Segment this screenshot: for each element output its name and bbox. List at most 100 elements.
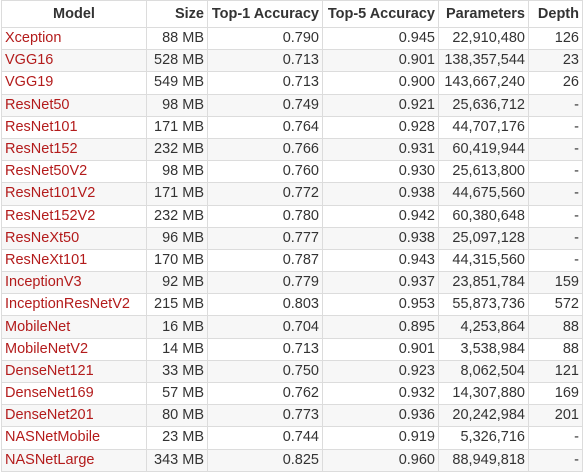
cell-top1-accuracy: 0.779 bbox=[207, 271, 323, 295]
cell-size: 170 MB bbox=[146, 248, 208, 273]
cell-parameters: 25,636,712 bbox=[438, 93, 529, 117]
table-row: Xception 88 MB 0.790 0.945 22,910,480 126 bbox=[1, 26, 583, 51]
cell-depth: 126 bbox=[528, 26, 583, 51]
model-link[interactable]: NASNetLarge bbox=[5, 451, 95, 468]
cell-model-name: DenseNet121 bbox=[1, 359, 147, 384]
table-row: ResNet101V2 171 MB 0.772 0.938 44,675,560- bbox=[1, 182, 583, 206]
model-link[interactable]: VGG16 bbox=[5, 52, 54, 69]
cell-top5-accuracy: 0.938 bbox=[322, 182, 439, 206]
model-link[interactable]: InceptionResNetV2 bbox=[5, 296, 130, 313]
cell-top1-accuracy: 0.777 bbox=[207, 226, 323, 250]
cell-parameters: 88,949,818 bbox=[438, 448, 529, 472]
model-link[interactable]: DenseNet201 bbox=[5, 407, 94, 424]
cell-top5-accuracy: 0.931 bbox=[322, 137, 439, 162]
cell-size: 57 MB bbox=[146, 381, 208, 406]
cell-size: 96 MB bbox=[146, 226, 208, 250]
table-row: DenseNet121 33 MB 0.750 0.923 8,062,504 121 bbox=[1, 359, 583, 384]
cell-model-name: InceptionV3 bbox=[1, 271, 147, 295]
cell-parameters: 25,613,800 bbox=[438, 160, 529, 184]
cell-depth: 23 bbox=[528, 49, 583, 73]
cell-top1-accuracy: 0.760 bbox=[207, 160, 323, 184]
cell-depth: 572 bbox=[528, 293, 583, 317]
model-link[interactable]: ResNet101V2 bbox=[5, 185, 96, 202]
header-depth: Depth bbox=[528, 0, 583, 28]
model-link[interactable]: NASNetMobile bbox=[5, 429, 101, 446]
header-top1-accuracy: Top-1 Accuracy bbox=[207, 0, 323, 28]
cell-top5-accuracy: 0.900 bbox=[322, 71, 439, 95]
cell-top5-accuracy: 0.943 bbox=[322, 248, 439, 273]
table-body: Xception 88 MB 0.790 0.945 22,910,480 126 VGG1… bbox=[1, 26, 583, 472]
cell-depth: 26 bbox=[528, 71, 583, 95]
model-link[interactable]: DenseNet121 bbox=[5, 362, 94, 379]
cell-top5-accuracy: 0.921 bbox=[322, 93, 439, 117]
cell-top5-accuracy: 0.960 bbox=[322, 448, 439, 472]
model-link[interactable]: ResNet152V2 bbox=[5, 207, 96, 224]
model-link[interactable]: ResNeXt50 bbox=[5, 229, 80, 246]
cell-depth: 121 bbox=[528, 359, 583, 384]
model-link[interactable]: MobileNetV2 bbox=[5, 340, 89, 357]
cell-size: 14 MB bbox=[146, 337, 208, 361]
model-link[interactable]: ResNeXt101 bbox=[5, 251, 88, 268]
cell-size: 98 MB bbox=[146, 93, 208, 117]
cell-depth: - bbox=[528, 226, 583, 250]
cell-depth: - bbox=[528, 93, 583, 117]
table-row: NASNetLarge 343 MB 0.825 0.960 88,949,818- bbox=[1, 448, 583, 472]
cell-top1-accuracy: 0.749 bbox=[207, 93, 323, 117]
cell-top5-accuracy: 0.901 bbox=[322, 49, 439, 73]
table-row: DenseNet201 80 MB 0.773 0.936 20,242,984 201 bbox=[1, 404, 583, 428]
cell-model-name: VGG19 bbox=[1, 71, 147, 95]
cell-model-name: ResNet101 bbox=[1, 115, 147, 139]
table-row: InceptionResNetV2 215 MB 0.803 0.953 55,873,… bbox=[1, 293, 583, 317]
model-link[interactable]: Xception bbox=[5, 30, 62, 47]
cell-size: 171 MB bbox=[146, 115, 208, 139]
model-link[interactable]: InceptionV3 bbox=[5, 274, 82, 291]
cell-model-name: Xception bbox=[1, 26, 147, 51]
cell-size: 80 MB bbox=[146, 404, 208, 428]
model-link[interactable]: VGG19 bbox=[5, 74, 54, 91]
cell-model-name: NASNetMobile bbox=[1, 426, 147, 450]
header-parameters: Parameters bbox=[438, 0, 529, 28]
model-link[interactable]: DenseNet169 bbox=[5, 385, 94, 402]
cell-size: 343 MB bbox=[146, 448, 208, 472]
cell-parameters: 23,851,784 bbox=[438, 271, 529, 295]
cell-top5-accuracy: 0.928 bbox=[322, 115, 439, 139]
cell-size: 92 MB bbox=[146, 271, 208, 295]
cell-parameters: 60,380,648 bbox=[438, 204, 529, 228]
model-link[interactable]: MobileNet bbox=[5, 318, 71, 335]
cell-parameters: 55,873,736 bbox=[438, 293, 529, 317]
model-link[interactable]: ResNet101 bbox=[5, 118, 78, 135]
cell-parameters: 22,910,480 bbox=[438, 26, 529, 51]
header-model: Model bbox=[1, 0, 147, 28]
table-row: MobileNet 16 MB 0.704 0.895 4,253,864 88 bbox=[1, 315, 583, 339]
table-row: ResNeXt50 96 MB 0.777 0.938 25,097,128- bbox=[1, 226, 583, 250]
cell-parameters: 44,675,560 bbox=[438, 182, 529, 206]
cell-top1-accuracy: 0.762 bbox=[207, 381, 323, 406]
cell-top5-accuracy: 0.923 bbox=[322, 359, 439, 384]
cell-parameters: 4,253,864 bbox=[438, 315, 529, 339]
model-link[interactable]: ResNet50 bbox=[5, 96, 70, 113]
model-link[interactable]: ResNet50V2 bbox=[5, 163, 88, 180]
cell-depth: - bbox=[528, 182, 583, 206]
cell-depth: - bbox=[528, 204, 583, 228]
cell-model-name: NASNetLarge bbox=[1, 448, 147, 472]
cell-size: 33 MB bbox=[146, 359, 208, 384]
cell-top1-accuracy: 0.772 bbox=[207, 182, 323, 206]
header-size: Size bbox=[146, 0, 208, 28]
cell-top5-accuracy: 0.919 bbox=[322, 426, 439, 450]
cell-depth: - bbox=[528, 248, 583, 273]
cell-top1-accuracy: 0.766 bbox=[207, 137, 323, 162]
cell-model-name: ResNet152 bbox=[1, 137, 147, 162]
cell-top1-accuracy: 0.803 bbox=[207, 293, 323, 317]
cell-size: 88 MB bbox=[146, 26, 208, 51]
cell-model-name: MobileNet bbox=[1, 315, 147, 339]
cell-size: 528 MB bbox=[146, 49, 208, 73]
cell-model-name: ResNet152V2 bbox=[1, 204, 147, 228]
cell-model-name: InceptionResNetV2 bbox=[1, 293, 147, 317]
model-link[interactable]: ResNet152 bbox=[5, 141, 78, 158]
table-row: ResNeXt101 170 MB 0.787 0.943 44,315,560- bbox=[1, 248, 583, 273]
cell-depth: 88 bbox=[528, 337, 583, 361]
cell-parameters: 14,307,880 bbox=[438, 381, 529, 406]
cell-top5-accuracy: 0.953 bbox=[322, 293, 439, 317]
cell-top1-accuracy: 0.825 bbox=[207, 448, 323, 472]
